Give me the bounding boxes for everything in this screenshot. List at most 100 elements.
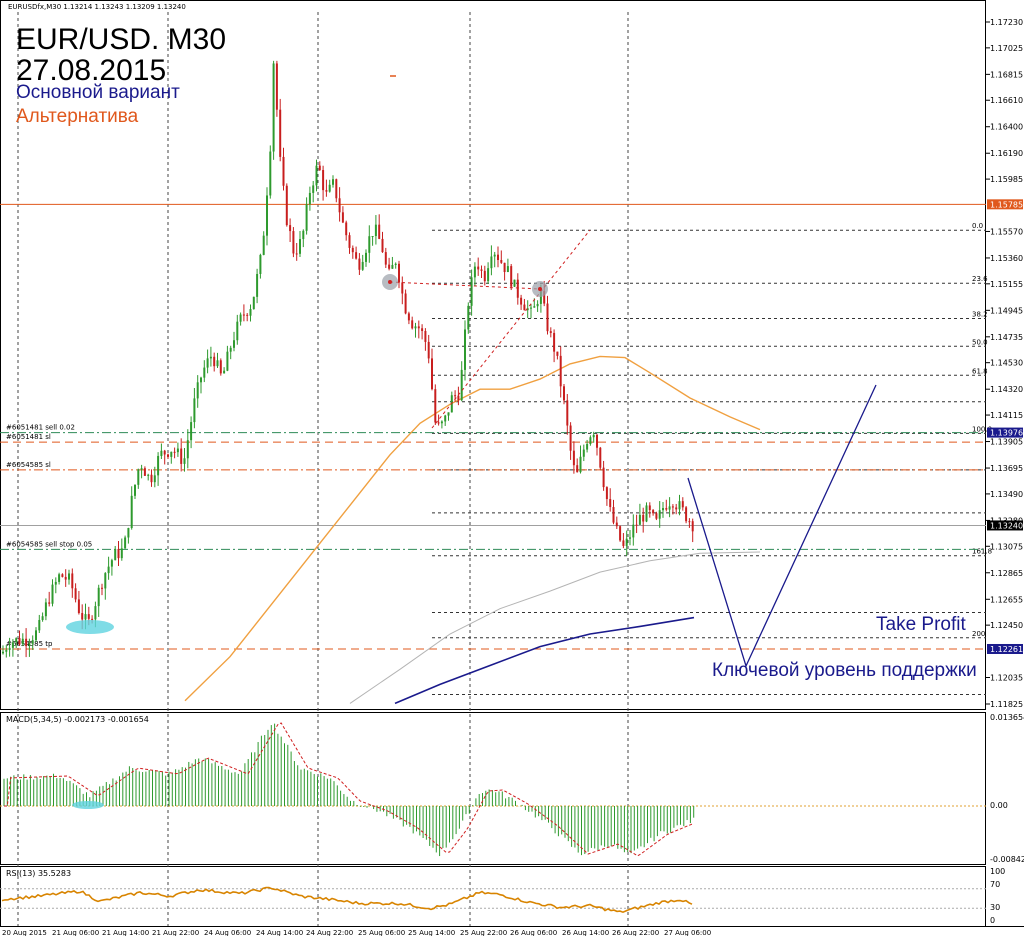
fib-label-3: 50.0 — [972, 338, 988, 346]
candle-body-201 — [665, 508, 668, 510]
time-tick-1: 21 Aug 06:00 — [52, 929, 99, 936]
candle-body-1 — [5, 649, 8, 652]
candle-body-157 — [520, 297, 523, 305]
macd-tick-top: 0.013654 — [990, 713, 1024, 722]
price-panel-frame — [0, 0, 986, 710]
candle-body-70 — [233, 340, 235, 348]
candle-body-171 — [566, 400, 569, 426]
candle-body-71 — [236, 321, 239, 341]
rsi-tick-70: 70 — [990, 880, 1000, 889]
candle-body-61 — [203, 367, 206, 378]
price-tick-label-9: 1.15155 — [990, 280, 1023, 289]
price-tag-bg-3 — [987, 643, 1023, 654]
candle-body-174 — [576, 465, 579, 473]
candle-body-141 — [467, 305, 470, 330]
candle-body-8 — [28, 643, 31, 647]
candle-body-192 — [635, 524, 638, 526]
time-tick-12: 26 Aug 22:00 — [612, 929, 659, 936]
candle-body-57 — [190, 422, 193, 441]
neckline-dashed — [389, 281, 541, 290]
window-title: EURUSDfx,M30 1.13214 1.13243 1.13209 1.1… — [8, 3, 186, 11]
candle-body-180 — [596, 434, 598, 448]
candle-body-95 — [315, 165, 318, 186]
time-tick-6: 24 Aug 22:00 — [306, 929, 353, 936]
candle-body-148 — [490, 256, 493, 269]
candle-body-134 — [444, 415, 447, 422]
macd-highlight — [72, 801, 104, 809]
highlight-ellipse — [66, 620, 114, 634]
macd-title: MACD(5,34,5) -0.002173 -0.001654 — [6, 715, 149, 724]
legend-main-variant: Основной вариант — [16, 82, 180, 103]
candle-body-97 — [322, 170, 325, 191]
candle-body-122 — [404, 293, 407, 314]
candle-body-197 — [652, 510, 655, 514]
candle-body-45 — [150, 474, 153, 483]
candle-body-68 — [226, 351, 229, 371]
candle-body-0 — [2, 651, 4, 654]
fibonacci-levels: 0.0 23.6 38.2 50.0 61.8 100.0 161.8 200 — [432, 222, 992, 696]
candle-body-104 — [345, 222, 348, 236]
candle-body-150 — [497, 254, 499, 260]
price-tick-label-7: 1.15570 — [990, 227, 1023, 236]
candle-body-125 — [414, 326, 417, 329]
candle-body-138 — [457, 395, 460, 401]
candle-body-94 — [312, 185, 315, 193]
candle-body-11 — [38, 619, 41, 631]
candle-body-43 — [143, 468, 146, 476]
price-tick-label-8: 1.15360 — [990, 254, 1023, 263]
price-tick-label-19: 1.13075 — [990, 542, 1023, 551]
candle-body-142 — [470, 277, 473, 306]
candle-body-203 — [671, 506, 674, 508]
candle-body-190 — [629, 537, 631, 539]
candle-body-9 — [31, 640, 34, 644]
candle-body-32 — [107, 566, 110, 574]
price-tick-label-22: 1.12450 — [990, 621, 1023, 630]
candle-body-151 — [500, 259, 503, 263]
rsi-tick-30: 30 — [990, 903, 1000, 912]
candle-body-52 — [173, 451, 176, 453]
rsi-polyline — [1, 886, 693, 914]
candle-body-207 — [685, 507, 688, 522]
drawings — [66, 75, 877, 668]
candle-body-36 — [120, 548, 123, 559]
candle-body-72 — [239, 314, 242, 322]
candle-body-49 — [163, 450, 166, 455]
candle-body-63 — [209, 356, 212, 359]
candle-body-108 — [358, 258, 361, 270]
legend-alt-variant: Альтернатива — [16, 106, 139, 127]
candle-body-75 — [249, 309, 252, 316]
candle-body-31 — [104, 573, 107, 589]
candle-body-128 — [424, 330, 427, 342]
time-axis: 20 Aug 2015 21 Aug 06:00 21 Aug 14:00 21 Au… — [2, 929, 711, 936]
candle-body-152 — [503, 262, 506, 273]
ma-orange-line — [184, 355, 761, 702]
candle-body-69 — [229, 347, 232, 352]
candle-body-187 — [619, 526, 622, 541]
candle-body-140 — [464, 329, 466, 370]
candle-body-4 — [15, 638, 18, 643]
candle-body-163 — [539, 291, 542, 304]
candle-body-83 — [275, 63, 278, 110]
candle-body-102 — [338, 198, 341, 213]
candle-body-137 — [454, 395, 457, 397]
fib-label-2: 38.2 — [972, 311, 988, 319]
price-tick-label-6: 1.15985 — [990, 175, 1023, 184]
candle-body-129 — [427, 341, 430, 359]
rsi-tick-100: 100 — [990, 867, 1005, 876]
candle-body-193 — [638, 514, 641, 525]
candle-body-7 — [25, 638, 28, 647]
candle-body-167 — [553, 332, 556, 352]
candle-body-135 — [447, 412, 450, 416]
price-tick-label-2: 1.16815 — [990, 70, 1023, 79]
candle-body-35 — [117, 548, 120, 559]
candle-body-105 — [348, 235, 351, 248]
price-tag-bg-0 — [987, 199, 1023, 210]
candle-body-116 — [384, 252, 387, 265]
marker-dot-left — [388, 280, 392, 284]
candle-body-144 — [477, 266, 480, 270]
candle-body-92 — [305, 204, 308, 231]
candle-body-74 — [246, 314, 249, 316]
candle-body-209 — [691, 521, 694, 532]
candles — [2, 60, 694, 658]
price-axis: 1.17230 1.17025 1.16815 1.16610 1.16400 1.161… — [986, 18, 1023, 709]
